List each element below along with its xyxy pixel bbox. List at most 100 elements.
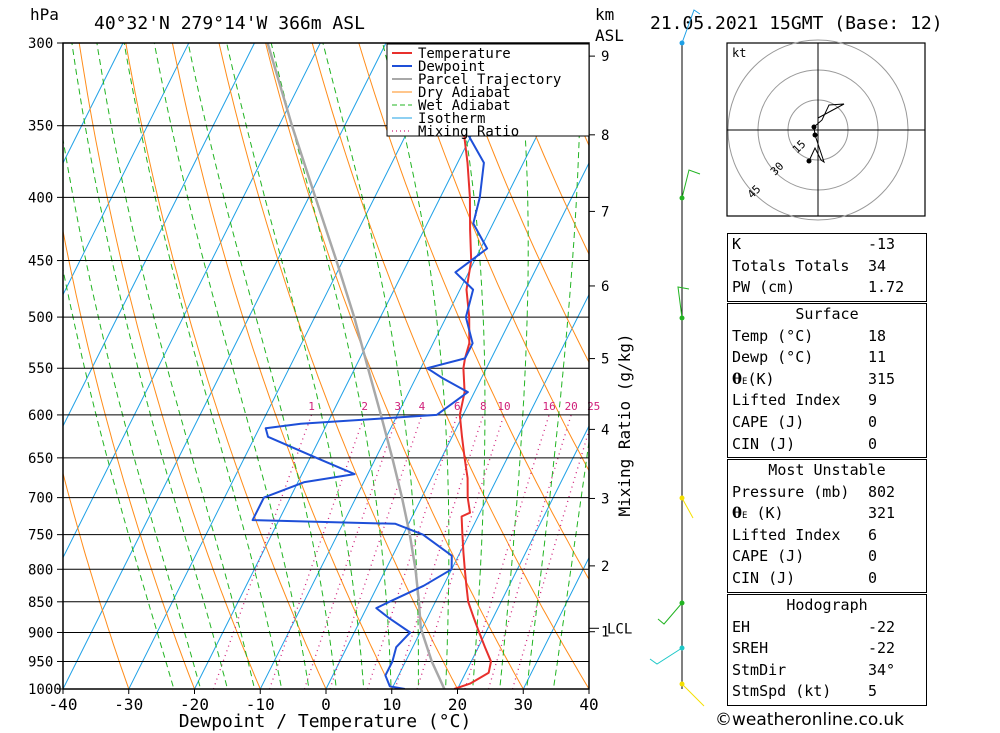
mixing-ratio-label: 16 (542, 400, 555, 413)
hodograph-point (806, 158, 812, 164)
footer-copyright[interactable]: ©weatheronline.co.uk (715, 710, 905, 730)
mixing-ratio-label: 25 (587, 400, 600, 413)
temperature-tick-label: 0 (321, 695, 331, 714)
mu-pressure-row: Pressure (mb) 802 (728, 482, 926, 504)
k-row: K -13 (728, 234, 926, 256)
height-tick-label: 7 (601, 204, 609, 220)
mu-cin-label: CIN (J) (732, 568, 796, 587)
mu-title: Most Unstable (768, 461, 886, 479)
dry-adiabat-line (125, 43, 327, 689)
mixing-ratio-label: 1 (308, 400, 315, 413)
height-tick-label: 3 (601, 491, 609, 507)
pressure-tick-label: 550 (28, 361, 53, 377)
height-tick-label: 1 (601, 625, 609, 641)
indices-panel: K -13 Totals Totals 34 PW (cm) 1.72 (727, 233, 927, 302)
pressure-tick-label: 850 (28, 595, 53, 611)
surface-li-value: 9 (868, 391, 878, 410)
pressure-tick-label: 1000 (28, 682, 62, 698)
dry-adiabat-line (995, 0, 1000, 715)
dry-adiabat-line (950, 0, 1000, 715)
series-group (251, 43, 492, 689)
height-unit-asl: ASL (595, 26, 624, 45)
mu-pressure-value: 802 (868, 482, 896, 501)
temperature-axis: -40 -30 -20 -10 0 10 20 30 40 (49, 689, 599, 714)
isotherm-line (456, 424, 589, 689)
x-axis-label: Dewpoint / Temperature (°C) (179, 711, 472, 732)
dry-adiabat-line (171, 43, 393, 689)
parcel-trajectory-line (266, 43, 446, 689)
pressure-tick-label: 750 (28, 528, 53, 544)
hodograph-stats-panel: Hodograph EH -22 SREH -22 StmDir 34° StmSpd… (727, 594, 927, 706)
temperature-tick-label: -40 (49, 695, 78, 714)
surface-panel: Surface Temp (°C) 18 Dewp (°C) 11 θE(K) 315… (727, 303, 927, 458)
wind-profile (649, 9, 705, 707)
mu-li-label: Lifted Index (732, 525, 841, 544)
surface-theta-label: θE(K) (732, 369, 775, 388)
mu-theta-unit: (K) (756, 504, 784, 523)
legend-isotherm: Isotherm (418, 111, 485, 127)
wind-barb (677, 286, 690, 319)
mixing-ratio-label: 10 (497, 400, 510, 413)
eh-value: -22 (868, 617, 896, 636)
pressure-tick-label: 650 (28, 451, 53, 467)
most-unstable-panel: Most Unstable Pressure (mb) 802 θE (K) 321… (727, 459, 927, 593)
mu-li-value: 6 (868, 525, 878, 544)
pressure-tick-label: 500 (28, 310, 53, 326)
pw-value: 1.72 (868, 278, 905, 297)
surface-li-row: Lifted Index 9 (728, 390, 926, 412)
surface-cape-row: CAPE (J) 0 (728, 412, 926, 434)
datetime-title: 21.05.2021 15GMT (Base: 12) (650, 13, 943, 34)
wet-adiabat-line (552, 438, 589, 689)
height-tick-label: 9 (601, 49, 609, 65)
wet-adiabat-line (226, 43, 365, 689)
wet-adiabat-line (270, 43, 392, 689)
isotherm-line (63, 43, 124, 165)
pressure-tick-label: 450 (28, 254, 53, 270)
surface-theta-row: θE(K) 315 (728, 369, 926, 391)
lcl-label: LCL (607, 621, 632, 637)
height-axis: 1 2 3 4 5 6 7 8 9 LCL (588, 43, 632, 689)
wet-adiabat-line (71, 43, 229, 689)
temperature-line (453, 43, 492, 689)
isotherm-line (63, 43, 190, 296)
surface-cin-label: CIN (J) (732, 434, 796, 453)
wet-adiabat-line (63, 136, 202, 689)
mixing-ratio-label: 6 (454, 400, 461, 413)
legend-temperature: Temperature (418, 46, 511, 62)
pressure-unit: hPa (30, 5, 59, 24)
location-title: 40°32'N 279°14'W 366m ASL (94, 13, 365, 34)
mixing-ratio-label: 2 (361, 400, 368, 413)
sreh-value: -22 (868, 639, 896, 658)
mixing-ratio-labels: 1 2 3 4 6 8 10 16 20 25 (308, 400, 600, 413)
k-label: K (732, 235, 742, 253)
isotherm-line (63, 43, 321, 559)
surface-theta-unit: (K) (747, 369, 775, 388)
mixing-ratio-line (329, 414, 423, 689)
eh-row: EH -22 (728, 617, 926, 639)
tt-value: 34 (868, 256, 887, 275)
surface-temp-label: Temp (°C) (732, 326, 814, 345)
surface-li-label: Lifted Index (732, 391, 841, 410)
wind-barb (657, 602, 683, 625)
surface-cin-row: CIN (J) 0 (728, 434, 926, 456)
wind-barb (681, 9, 701, 44)
wet-adiabat-line (187, 43, 337, 689)
eh-label: EH (732, 617, 751, 636)
height-tick-label: 2 (601, 559, 609, 575)
mu-cape-label: CAPE (J) (732, 547, 805, 566)
legend-dewpoint: Dewpoint (418, 59, 485, 75)
dry-adiabat-line (451, 43, 589, 364)
mu-cin-value: 0 (868, 568, 878, 587)
stmdir-value: 34° (868, 660, 896, 679)
pressure-tick-label: 950 (28, 654, 53, 670)
height-tick-label: 4 (601, 422, 609, 438)
pw-row: PW (cm) 1.72 (728, 277, 926, 299)
mu-cape-row: CAPE (J) 0 (728, 546, 926, 568)
dry-adiabat-line (63, 471, 130, 689)
temperature-tick-label: 20 (448, 695, 467, 714)
pw-label: PW (cm) (732, 278, 796, 297)
pressure-axis: 300 350 400 450 500 550 600 650 700 750 800 850 900 9… (28, 36, 63, 698)
legend: Temperature Dewpoint Parcel Trajectory D… (386, 43, 590, 140)
pressure-tick-label: 400 (28, 190, 53, 206)
temperature-tick-label: -30 (114, 695, 143, 714)
